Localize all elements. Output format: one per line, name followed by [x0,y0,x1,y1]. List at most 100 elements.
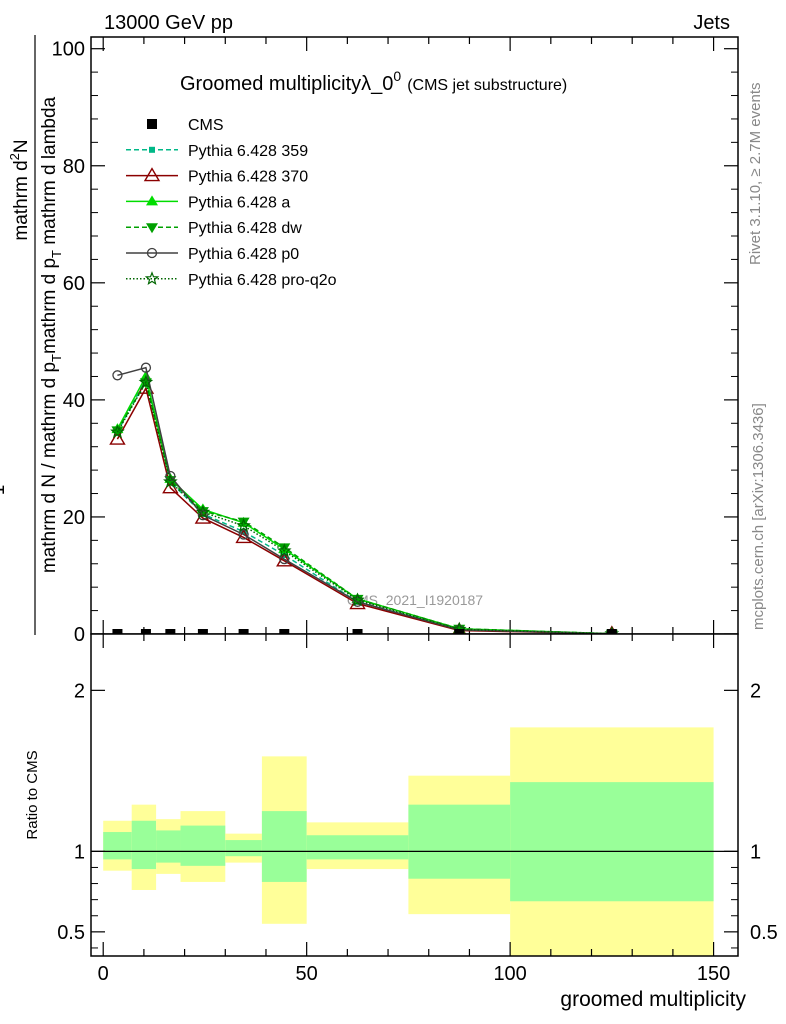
main-plot-panel: 0 20 40 60 80 100 CMS_2021_I1920187 Groomed m… [52,36,739,646]
legend-marker [147,119,157,129]
ratio-y-tick-label-right: 2 [750,680,761,702]
x-tick-label: 100 [493,963,526,985]
data-point-pp0 [352,596,363,607]
main-series-group [109,362,621,640]
main-axis-ticks [91,37,738,635]
rivet-label: Rivet 3.1.10, ≥ 2.7M events [747,83,764,266]
legend-label: Pythia 6.428 dw [188,220,302,237]
data-point-pdw [237,517,250,528]
y-label-numerator-mathrm: mathrm d [11,160,32,240]
data-point-ppro [138,374,154,389]
main-y-tick-label: 20 [63,507,85,529]
x-tick-label: 0 [98,963,109,985]
ratio-band-inner [225,840,262,857]
y-label-denominator-sub2: T [49,250,64,258]
main-y-label: 1 [0,485,9,496]
plot-title-sup: 0 [393,68,401,84]
plot-title-sub: (CMS jet substructure) [407,77,567,94]
ratio-band-inner [408,804,511,879]
ratio-x-tick-labels: 0 50 100 150 [98,963,731,985]
ratio-band-inner [156,830,181,863]
main-y-tick-label: 40 [63,390,85,412]
legend-marker [146,247,158,259]
ratio-band-inner [261,811,307,882]
ratio-y-label: Ratio to CMS [24,750,41,839]
data-point-pp0 [279,553,290,565]
x-tick-label: 150 [697,963,730,985]
plot-title: Groomed multiplicityλ_00 (CMS jet substru… [180,68,567,95]
legend-marker [144,271,160,286]
legend-label: Pythia 6.428 359 [188,143,308,160]
ratio-band-inner [180,825,226,866]
ratio-plot-panel: 0.5 0.5 1 1 2 2 0 50 100 150 [57,633,778,985]
legend-label: Pythia 6.428 370 [188,169,308,186]
legend-marker [143,167,161,182]
mcplots-label: mcplots.cern.ch [arXiv:1306.3436] [750,403,767,630]
main-y-tick-label: 80 [63,156,85,178]
legend-label: Pythia 6.428 pro-q2o [188,272,337,289]
legend-label: Pythia 6.428 a [188,194,290,211]
ratio-y-tick-label: 1 [74,841,85,863]
series-line-p370 [116,386,612,635]
main-y-label-group: mathrm d2N mathrm d N / mathrm d pTmathr… [7,35,64,635]
data-point-ppro [277,543,292,558]
x-tick-label: 50 [296,963,318,985]
data-point-ppro [195,504,211,519]
ratio-y-tick-label: 0.5 [57,922,85,944]
legend-item-p370: Pythia 6.428 370 [126,167,308,186]
data-point-pp0 [238,529,249,540]
legend-marker [149,146,155,153]
ratio-y-tick-label-right: 0.5 [750,922,778,944]
main-y-tick-labels: 0 20 40 60 80 100 [52,39,85,646]
ratio-band-inner [131,820,157,870]
ratio-plot-frame [90,633,739,957]
data-point-pp0 [197,510,209,521]
legend-item-ppro: Pythia 6.428 pro-q2o [126,271,337,289]
data-point-pp0 [140,362,152,373]
data-point-p370 [109,430,126,445]
series-line-pp0 [117,366,612,635]
legend: CMS Pythia 6.428 359 Pythia 6.428 370 Pythi… [126,117,337,289]
legend-label: Pythia 6.428 p0 [188,246,299,263]
ratio-y-tick-labels: 0.5 0.5 1 1 2 2 [57,680,778,944]
data-point-pp0 [112,370,123,381]
data-point-pdw [278,543,291,554]
data-point-ppro [350,592,365,607]
y-label-numerator-one: 1 [0,485,9,496]
ratio-axis-ticks [91,634,738,956]
data-point-ppro [163,474,178,489]
legend-marker [146,195,158,206]
main-plot-background [91,37,738,634]
data-point-p370 [276,552,293,567]
y-label-denominator-main: mathrm d N / mathrm d p [39,362,60,573]
legend-item-p359: Pythia 6.428 359 [126,143,308,160]
ratio-y-tick-label-right: 1 [750,841,761,863]
ratio-bands [103,727,714,956]
main-y-tick-label: 100 [52,39,85,61]
ratio-band-inner [510,782,714,902]
legend-item-pa: Pythia 6.428 a [126,194,290,211]
y-label-numerator-sup: 2 [7,153,22,160]
legend-item-CMS: CMS [147,117,224,134]
main-y-tick-label: 0 [74,624,85,646]
data-point-ppro [236,518,251,532]
y-label-numerator-text: mathrm d2N [7,139,32,240]
header-left: 13000 GeV pp [104,12,233,34]
header-right: Jets [693,12,730,34]
legend-item-pdw: Pythia 6.428 dw [126,220,302,237]
legend-marker [146,223,158,234]
data-point-ppro [110,424,125,439]
x-axis-label: groomed multiplicity [560,988,746,1011]
main-y-tick-label: 60 [63,273,85,295]
y-label-denominator-sub: T [49,354,64,362]
plot-title-main: Groomed multiplicityλ_0 [180,73,393,95]
series-line-ppro [116,380,612,635]
legend-item-pp0: Pythia 6.428 p0 [126,246,299,263]
ratio-band-inner [103,832,132,860]
y-label-denominator-end: mathrm d p [39,258,60,354]
watermark: CMS_2021_I1920187 [347,592,483,608]
ratio-y-tick-label: 2 [74,680,85,702]
y-label-denominator-text: mathrm d N / mathrm d pTmathrm d pT math… [39,96,64,573]
y-label-denominator-tail: mathrm d lambda [39,96,60,250]
